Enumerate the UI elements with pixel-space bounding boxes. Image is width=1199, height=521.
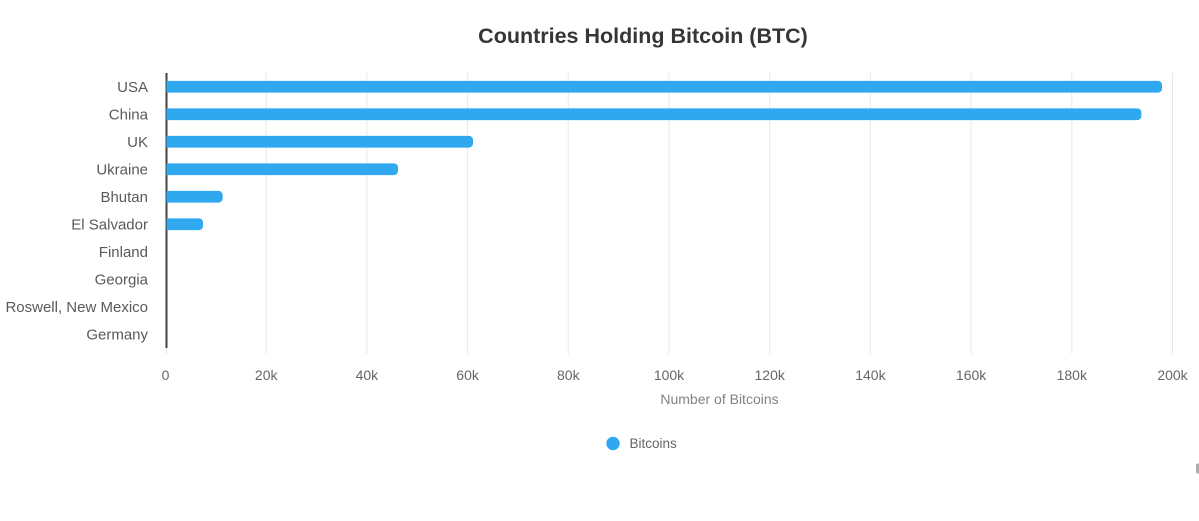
svg-text:80k: 80k	[557, 367, 581, 383]
svg-text:Countries Holding Bitcoin (BTC: Countries Holding Bitcoin (BTC)	[478, 24, 808, 48]
svg-text:USA: USA	[117, 79, 148, 96]
svg-text:120k: 120k	[755, 367, 786, 383]
svg-text:Ukraine: Ukraine	[96, 161, 148, 178]
svg-text:Finland: Finland	[99, 244, 148, 261]
svg-text:40k: 40k	[356, 367, 380, 383]
svg-text:El Salvador: El Salvador	[71, 216, 148, 233]
svg-text:UK: UK	[127, 134, 148, 151]
svg-text:China: China	[109, 106, 149, 123]
svg-text:Georgia: Georgia	[95, 271, 149, 288]
svg-text:100k: 100k	[654, 367, 685, 383]
svg-text:Roswell, New Mexico: Roswell, New Mexico	[5, 299, 148, 316]
svg-text:Number of Bitcoins: Number of Bitcoins	[660, 391, 778, 407]
svg-text:200k: 200k	[1157, 367, 1188, 383]
svg-text:Bitcoins: Bitcoins	[630, 436, 678, 451]
svg-text:Germany: Germany	[86, 326, 148, 343]
svg-text:60k: 60k	[456, 367, 480, 383]
svg-text:160k: 160k	[956, 367, 987, 383]
svg-text:140k: 140k	[855, 367, 886, 383]
svg-text:180k: 180k	[1057, 367, 1088, 383]
svg-text:0: 0	[162, 367, 170, 383]
svg-text:Bhutan: Bhutan	[100, 189, 148, 206]
svg-text:20k: 20k	[255, 367, 279, 383]
